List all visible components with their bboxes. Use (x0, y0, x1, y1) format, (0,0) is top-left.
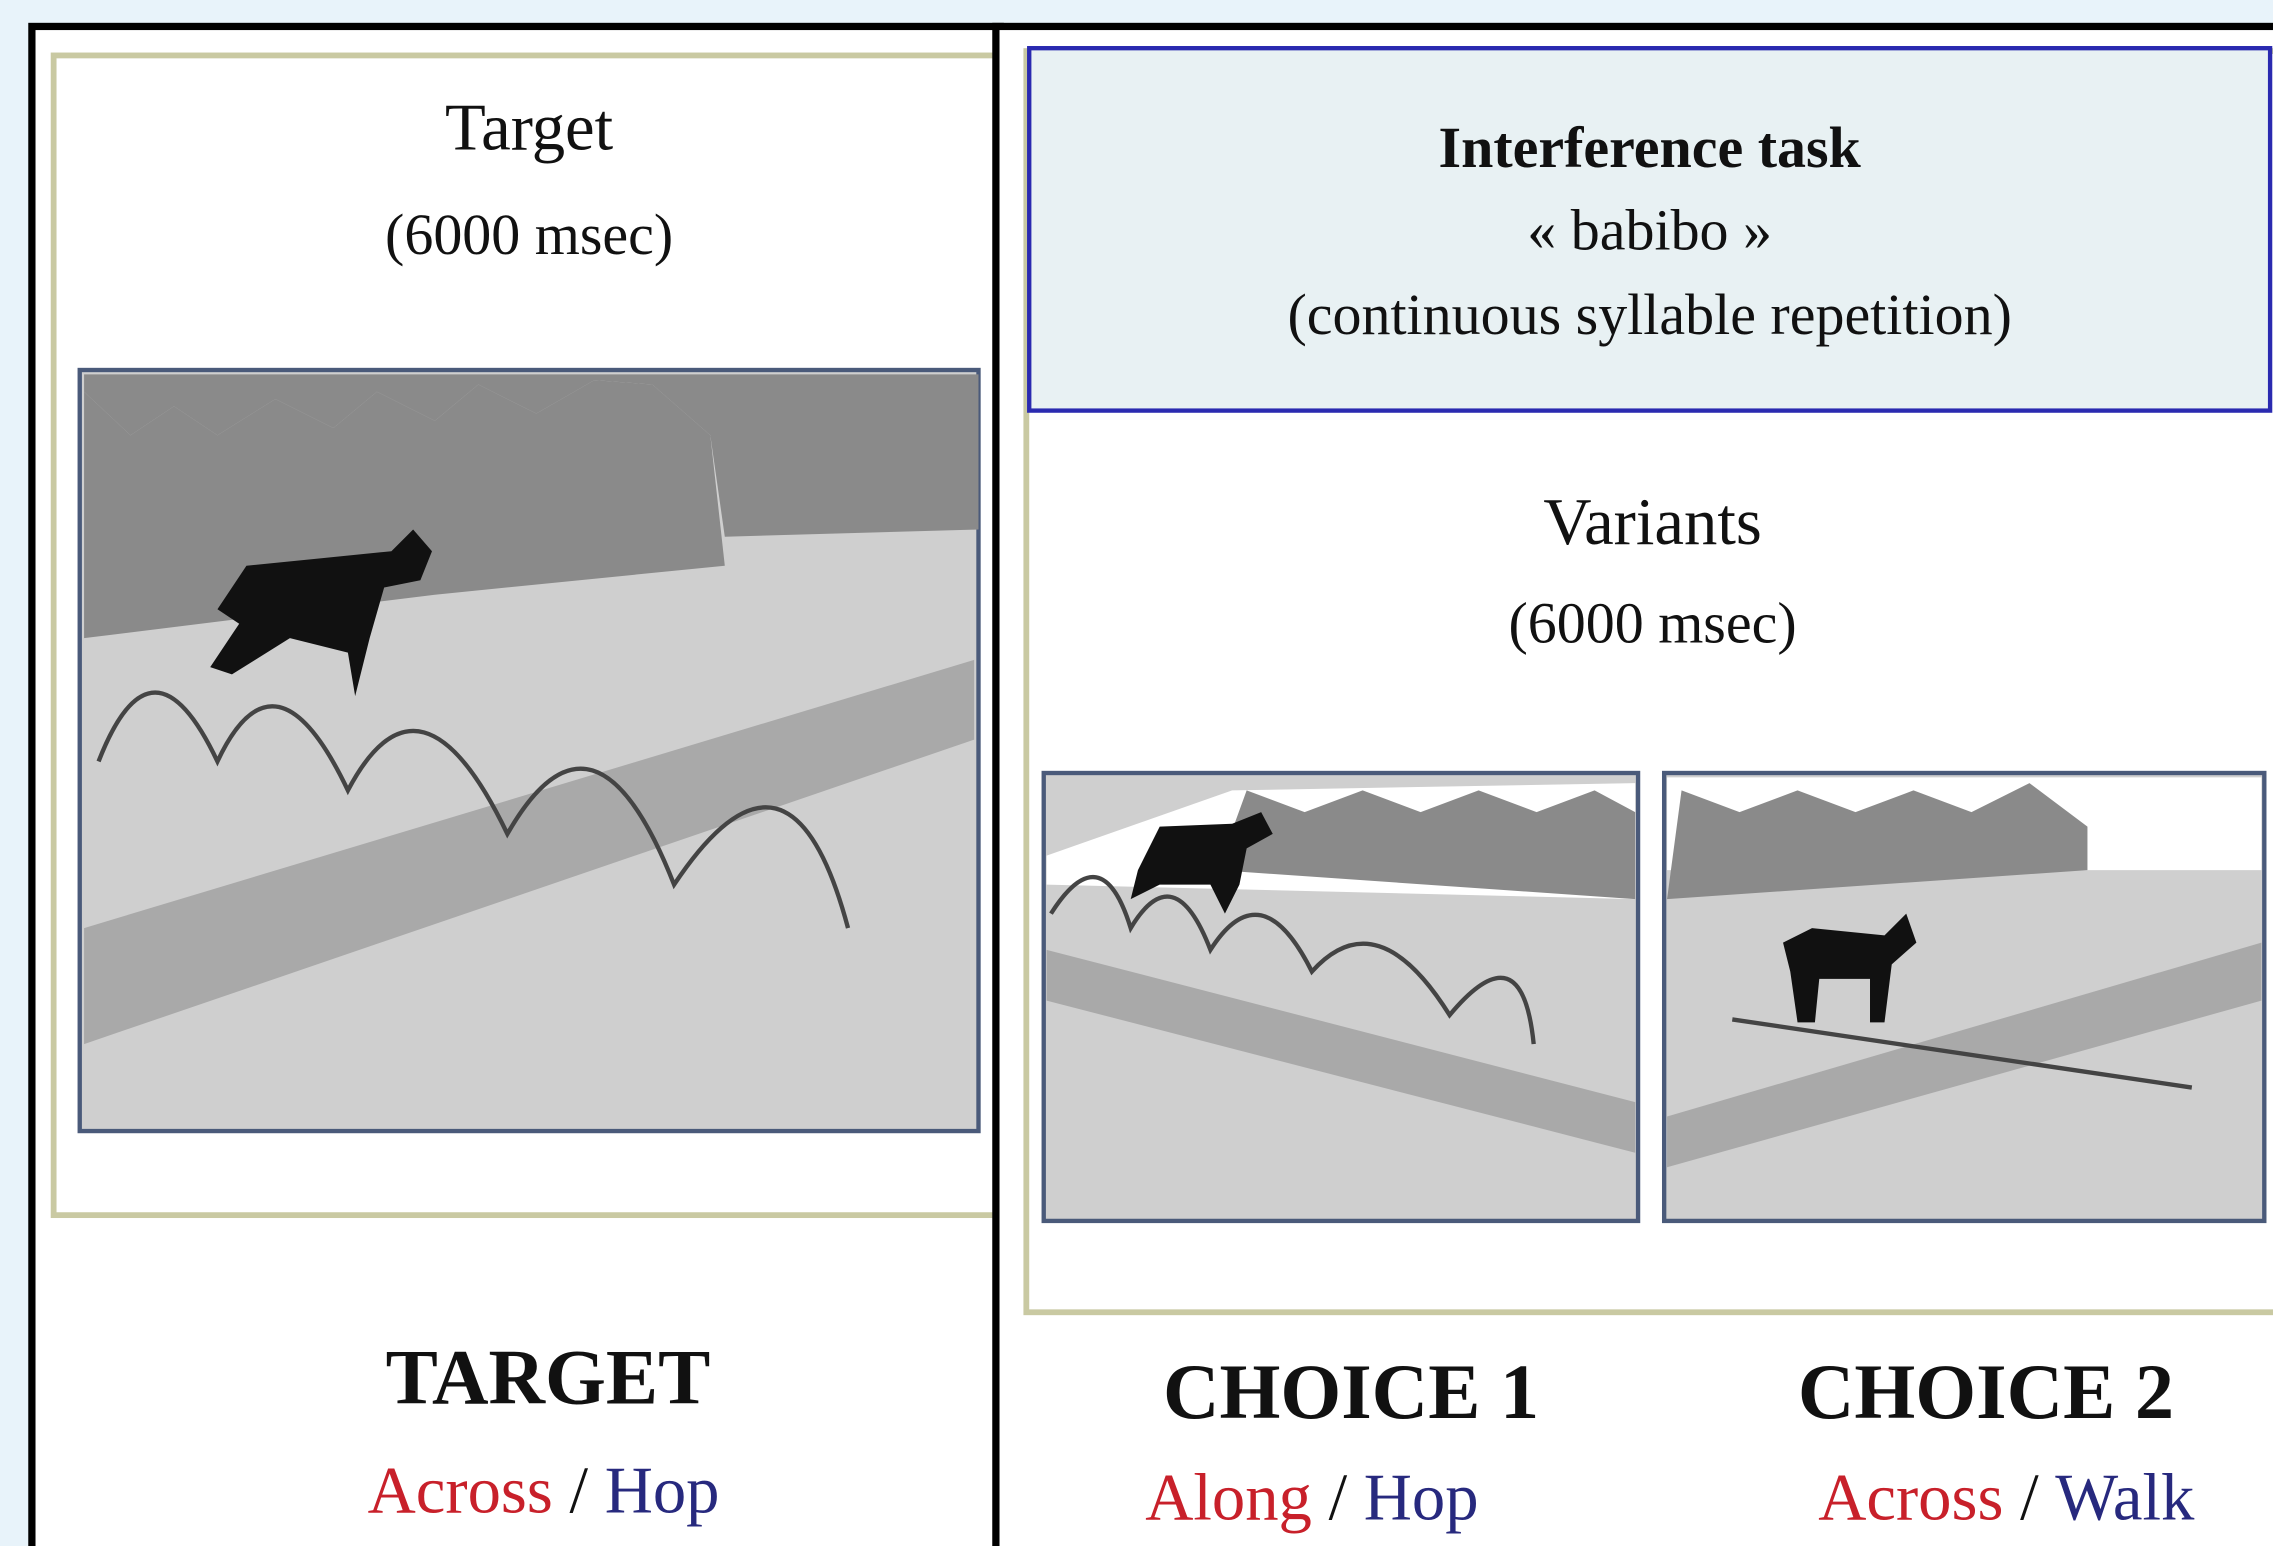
interference-description: (continuous syllable repetition) (1287, 282, 2011, 347)
choice-event: Along / Hop (1145, 1462, 1478, 1535)
separator: / (1329, 1462, 1348, 1535)
target-event: Across / Hop (368, 1454, 720, 1527)
target-duration: (6000 msec) (385, 202, 673, 267)
manner-word: Hop (605, 1454, 720, 1527)
target-label: TARGET (386, 1334, 711, 1421)
choice-event: Across / Walk (1818, 1462, 2195, 1535)
choice-2-scene (1664, 773, 2264, 1221)
path-word: Along (1145, 1462, 1312, 1535)
path-word: Across (368, 1454, 553, 1527)
variants-title: Variants (1543, 486, 1761, 559)
interference-syllables: « babibo » (1527, 198, 1772, 263)
manner-word: Hop (1364, 1462, 1479, 1535)
figure: Target (6000 msec) Interference task « b… (0, 0, 2273, 1546)
separator: / (570, 1454, 589, 1527)
path-word: Across (1818, 1462, 2003, 1535)
manner-word: Walk (2055, 1462, 2195, 1535)
variants-duration: (6000 msec) (1508, 591, 1796, 656)
choice-label: CHOICE 2 (1798, 1348, 2174, 1435)
choice-label: CHOICE 1 (1163, 1348, 1539, 1435)
page: Target (6000 msec) Interference task « b… (0, 0, 2273, 1546)
choice-1-scene (1044, 773, 1638, 1221)
interference-title: Interference task (1439, 115, 1862, 180)
target-title: Target (445, 92, 614, 165)
separator: / (2020, 1462, 2039, 1535)
target-scene (80, 370, 979, 1131)
